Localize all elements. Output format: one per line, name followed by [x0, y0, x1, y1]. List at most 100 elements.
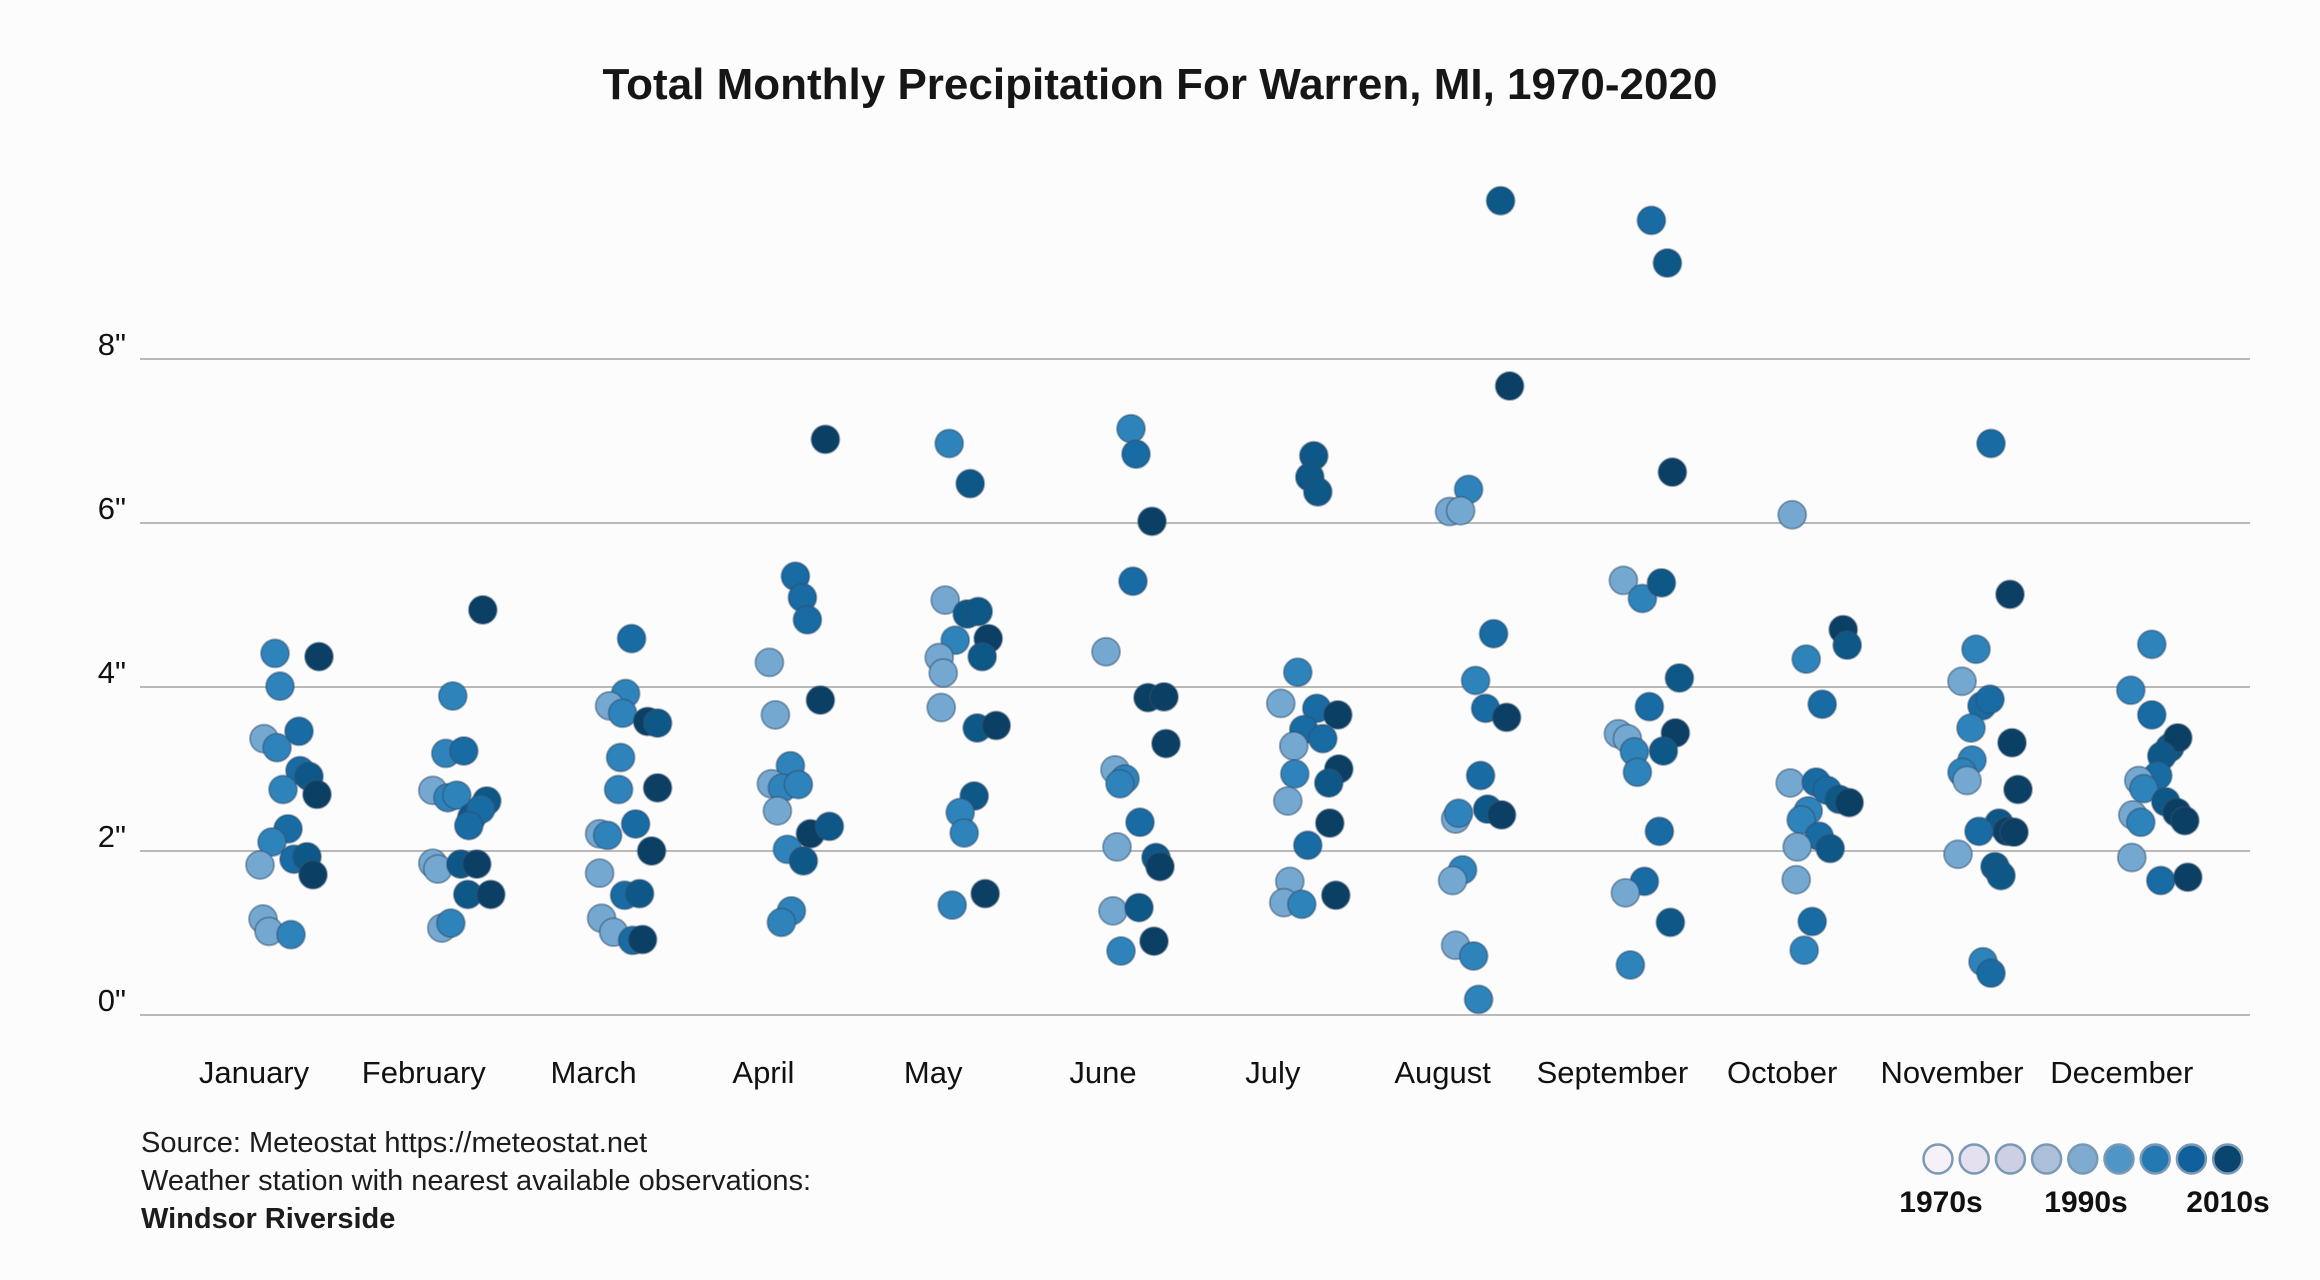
chart-title: Total Monthly Precipitation For Warren, …	[602, 60, 1718, 109]
data-point	[930, 585, 961, 616]
data-point	[1102, 831, 1132, 862]
legend-swatch	[2139, 1143, 2171, 1175]
data-point	[1782, 831, 1813, 862]
data-point	[1622, 757, 1653, 788]
data-point	[276, 919, 306, 950]
data-point	[592, 820, 623, 851]
data-point	[760, 699, 791, 730]
legend-swatch	[2211, 1143, 2244, 1175]
data-point	[1964, 816, 1994, 847]
data-point	[1265, 688, 1296, 719]
data-point	[1797, 906, 1828, 937]
data-point	[257, 826, 287, 857]
data-point	[620, 808, 651, 839]
data-point	[260, 638, 290, 669]
data-point	[1098, 895, 1128, 926]
x-axis-month-label: November	[1881, 1055, 2024, 1090]
data-point	[607, 698, 638, 729]
data-point	[2172, 862, 2203, 893]
data-point	[1320, 880, 1351, 911]
data-point	[1437, 865, 1468, 896]
data-point	[1282, 657, 1313, 688]
data-point	[1943, 839, 1973, 870]
data-point	[1634, 691, 1665, 722]
data-point	[783, 769, 814, 800]
y-axis-tick-label: 6"	[98, 491, 126, 526]
data-point	[1832, 630, 1863, 661]
data-point	[1947, 666, 1977, 697]
data-point	[1121, 439, 1151, 470]
legend-swatch	[2067, 1143, 2099, 1175]
data-point	[1664, 662, 1695, 693]
data-point	[437, 681, 468, 712]
x-axis-month-label: April	[732, 1055, 794, 1090]
data-point	[2128, 773, 2159, 804]
data-point	[792, 604, 823, 635]
data-point	[955, 468, 986, 499]
x-axis-month-label: May	[904, 1055, 963, 1090]
data-point	[1997, 727, 2027, 758]
data-point	[754, 647, 785, 678]
data-point	[1292, 830, 1323, 861]
data-point	[1314, 808, 1345, 839]
data-point	[1777, 499, 1808, 530]
legend-swatch	[1994, 1143, 2027, 1175]
data-point	[262, 732, 292, 763]
data-point	[1775, 767, 1806, 798]
data-point	[1272, 785, 1303, 816]
data-point	[605, 742, 636, 773]
data-point	[1445, 495, 1476, 526]
data-point	[963, 596, 994, 627]
data-point	[2125, 807, 2156, 838]
data-point	[1278, 731, 1309, 762]
data-point	[928, 658, 959, 689]
data-point	[1313, 767, 1344, 798]
data-point	[1986, 860, 2016, 891]
data-point	[1952, 765, 1982, 796]
x-axis-month-label: December	[2050, 1055, 2193, 1090]
data-point	[1975, 684, 2005, 715]
data-point	[1125, 807, 1155, 838]
data-point	[1956, 713, 1986, 743]
data-point	[1137, 506, 1167, 537]
y-axis-tick-label: 0"	[98, 983, 126, 1018]
data-point	[453, 810, 484, 841]
data-point	[1615, 949, 1646, 980]
data-point	[926, 692, 957, 723]
data-point	[1302, 476, 1333, 507]
data-point	[448, 735, 479, 766]
data-point	[1491, 702, 1522, 733]
data-point	[1322, 699, 1353, 730]
source-note: Source: Meteostat https://meteostat.net …	[141, 1124, 811, 1238]
data-point	[304, 641, 334, 672]
legend-swatch	[2030, 1143, 2063, 1175]
data-point	[1151, 728, 1181, 759]
data-point	[2115, 675, 2146, 706]
data-point	[2003, 774, 2033, 805]
x-axis-month-label: August	[1394, 1055, 1491, 1090]
x-axis-month-label: February	[362, 1055, 487, 1090]
data-point	[1458, 940, 1489, 971]
data-point	[1652, 248, 1683, 279]
x-axis-month-label: March	[551, 1055, 637, 1090]
data-point	[1307, 723, 1338, 754]
data-point	[298, 859, 328, 890]
data-point	[616, 623, 647, 654]
data-point	[2169, 805, 2200, 836]
legend-decade-label: 1990s	[2044, 1186, 2127, 1219]
data-point	[1627, 583, 1658, 614]
data-point	[814, 811, 845, 842]
data-point	[584, 858, 615, 889]
y-axis-tick-label: 8"	[98, 327, 126, 362]
data-point	[1463, 984, 1494, 1015]
data-point	[1976, 958, 2006, 989]
data-point	[1478, 618, 1509, 649]
data-point	[1106, 936, 1136, 967]
data-point	[810, 424, 841, 455]
data-point	[1781, 864, 1812, 895]
x-axis-month-label: June	[1069, 1055, 1136, 1090]
y-axis-tick-label: 2"	[98, 819, 126, 854]
data-point	[624, 878, 655, 909]
legend-swatch	[1922, 1143, 1954, 1175]
